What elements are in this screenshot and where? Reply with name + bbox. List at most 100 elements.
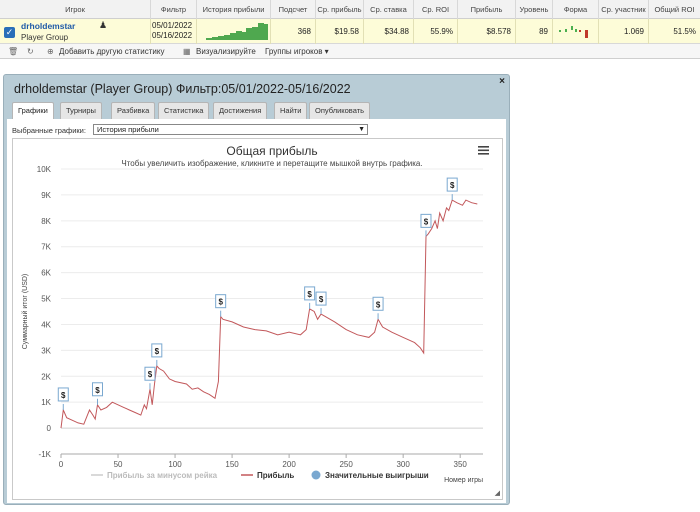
legend-profit-label: Прибыль: [257, 471, 294, 480]
tab-find[interactable]: Найти: [274, 102, 308, 119]
header-player[interactable]: Игрок: [0, 0, 151, 19]
big-win-dollar-icon: $: [450, 181, 455, 190]
filter-from: 05/01/2022: [152, 21, 193, 30]
chart-title: Общая прибыль: [226, 144, 317, 158]
big-win-flag: [372, 296, 384, 311]
big-win-dollar-icon: $: [376, 300, 381, 309]
big-win-dollar-icon: $: [155, 347, 160, 356]
tab-publish[interactable]: Опубликовать: [309, 102, 371, 119]
panel-body: Выбранные графики: История прибыли ▼ Общ…: [7, 119, 506, 503]
big-win-flag: [446, 177, 458, 192]
profit-history-sparkline: [206, 23, 268, 40]
big-win-dollar-icon: $: [218, 298, 223, 307]
cell-profit-history: [197, 19, 271, 44]
player-groups-menu[interactable]: Группы игроков ▾: [265, 47, 329, 56]
y-tick-label: 9K: [41, 191, 51, 200]
tab-breakdown[interactable]: Разбивка: [111, 102, 156, 119]
menu-icon: [478, 149, 489, 152]
big-win-dollar-icon: $: [148, 370, 153, 379]
header-avg-participants[interactable]: Ср. участник: [599, 0, 649, 19]
big-win-flag: [91, 382, 103, 397]
header-filter[interactable]: Фильтр: [151, 0, 197, 19]
player-group-label: Player Group: [21, 33, 69, 42]
y-tick-label: -1K: [39, 450, 52, 459]
filter-to: 05/16/2022: [152, 31, 193, 40]
trash-icon[interactable]: 🗑: [8, 47, 19, 56]
header-total-roi[interactable]: Общий ROI: [654, 5, 695, 14]
big-win-dollar-icon: $: [319, 295, 324, 304]
table-toolbar: 🗑 ↻ ⊕ Добавить другую статистику ▦ Визуа…: [0, 44, 700, 59]
cell-player: [0, 19, 151, 44]
legend-rake-label: Прибыль за минусом рейка: [107, 471, 218, 480]
big-win-flag: [315, 291, 327, 306]
header-form[interactable]: Форма: [553, 0, 599, 19]
close-icon[interactable]: ×: [499, 76, 505, 87]
y-tick-label: 3K: [41, 346, 51, 355]
cell-form: [553, 19, 599, 44]
header-profit-history[interactable]: История прибыли: [197, 0, 271, 19]
form-indicator: [559, 26, 588, 38]
add-stat-button[interactable]: Добавить другую статистику: [59, 47, 165, 56]
cell-avg-roi: 55.9%: [414, 19, 458, 44]
tab-achievements[interactable]: Достижения: [213, 102, 268, 119]
x-tick-label: 300: [396, 460, 410, 469]
x-tick-label: 100: [168, 460, 182, 469]
big-win-flag: [151, 343, 163, 358]
header-count[interactable]: Подсчет: [271, 0, 316, 19]
y-tick-label: 8K: [41, 217, 51, 226]
profit-series-line: [60, 199, 478, 429]
menu-icon: [478, 146, 489, 148]
chart-subtitle: Чтобы увеличить изображение, кликните и …: [121, 159, 422, 168]
chart-select[interactable]: История прибыли ▼: [93, 124, 368, 135]
big-win-dollar-icon: $: [61, 391, 66, 400]
cell-level: 89: [516, 19, 553, 44]
big-win-flag: [215, 294, 227, 309]
menu-icon: [478, 153, 489, 155]
filter-dates: 05/01/2022 05/16/2022: [152, 21, 192, 41]
refresh-icon[interactable]: ↻: [27, 47, 34, 56]
big-win-dollar-icon: $: [95, 386, 100, 395]
legend-bigwin-marker: [311, 470, 321, 480]
y-tick-label: 4K: [41, 320, 51, 329]
header-profit[interactable]: Прибыль: [458, 0, 516, 19]
x-tick-label: 350: [454, 460, 468, 469]
player-group-icon[interactable]: ♟: [99, 20, 108, 30]
cell-count: 368: [271, 19, 316, 44]
visualize-button[interactable]: Визуализируйте: [196, 47, 256, 56]
y-tick-label: 0: [47, 424, 52, 433]
row-checkbox[interactable]: ✓: [4, 27, 15, 38]
x-tick-label: 0: [59, 460, 64, 469]
player-name-link[interactable]: drholdemstar: [21, 21, 76, 31]
cell-avg-stake: $34.88: [364, 19, 414, 44]
tab-statistics[interactable]: Статистика: [158, 102, 210, 119]
x-tick-label: 200: [282, 460, 296, 469]
big-win-dollar-icon: $: [307, 290, 312, 299]
big-win-dollar-icon: $: [424, 217, 429, 226]
chart-icon: ▦: [183, 47, 191, 56]
tab-tournaments[interactable]: Турниры: [60, 102, 102, 119]
big-win-flag: [57, 387, 69, 402]
chevron-down-icon: ▼: [358, 126, 365, 133]
cell-avg-participants: 1.069: [599, 19, 649, 44]
tab-charts[interactable]: Графики: [12, 102, 54, 120]
cell-filter: [151, 19, 197, 44]
big-win-flag: [304, 286, 316, 301]
x-tick-label: 250: [339, 460, 353, 469]
y-axis-label: Суммарный итог (USD): [21, 274, 29, 350]
header-avg-roi[interactable]: Ср. ROI: [414, 0, 458, 19]
chart-container[interactable]: Общая прибыль Чтобы увеличить изображение…: [12, 138, 503, 500]
resize-handle-icon[interactable]: ◢: [494, 490, 500, 497]
table-header: Игрок Фильтр История прибыли Подсчет Ср.…: [0, 0, 700, 19]
y-tick-label: 7K: [41, 243, 51, 252]
table-row[interactable]: 368 $19.58 $34.88 55.9% $8.578 89 1.069 …: [0, 19, 700, 44]
header-avg-stake[interactable]: Ср. ставка: [364, 0, 414, 19]
header-level[interactable]: Уровень: [516, 0, 553, 19]
chart-select-label: Выбранные графики:: [12, 126, 86, 135]
x-tick-label: 150: [225, 460, 239, 469]
player-panel: drholdemstar (Player Group) Фильтр:05/01…: [3, 74, 510, 505]
header-avg-profit[interactable]: Ср. прибыль: [316, 0, 364, 19]
y-tick-label: 2K: [41, 372, 51, 381]
x-axis-label: Номер игры: [444, 477, 483, 484]
y-tick-label: 10K: [37, 165, 52, 174]
